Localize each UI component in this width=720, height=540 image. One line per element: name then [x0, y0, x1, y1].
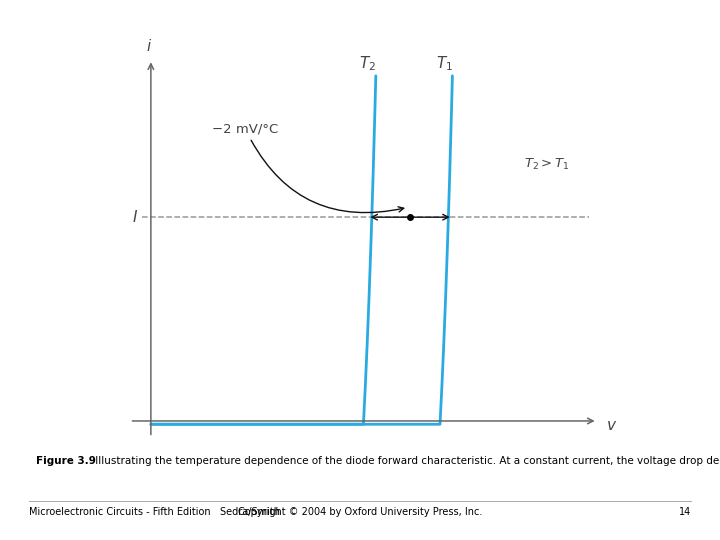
Text: $i$: $i$ [145, 38, 152, 55]
Text: Illustrating the temperature dependence of the diode forward characteristic. At : Illustrating the temperature dependence … [92, 456, 720, 467]
Text: −2 mV/°C: −2 mV/°C [212, 122, 404, 213]
Text: Copyright © 2004 by Oxford University Press, Inc.: Copyright © 2004 by Oxford University Pr… [238, 507, 482, 517]
Text: $T_2 > T_1$: $T_2 > T_1$ [523, 157, 570, 172]
Text: 14: 14 [679, 507, 691, 517]
Text: $T_1$: $T_1$ [436, 54, 453, 72]
Text: $v$: $v$ [606, 418, 617, 434]
Text: $I$: $I$ [132, 209, 138, 225]
Text: Figure 3.9: Figure 3.9 [36, 456, 96, 467]
Text: Microelectronic Circuits - Fifth Edition   Sedra/Smith: Microelectronic Circuits - Fifth Edition… [29, 507, 280, 517]
Text: $T_2$: $T_2$ [359, 54, 377, 72]
